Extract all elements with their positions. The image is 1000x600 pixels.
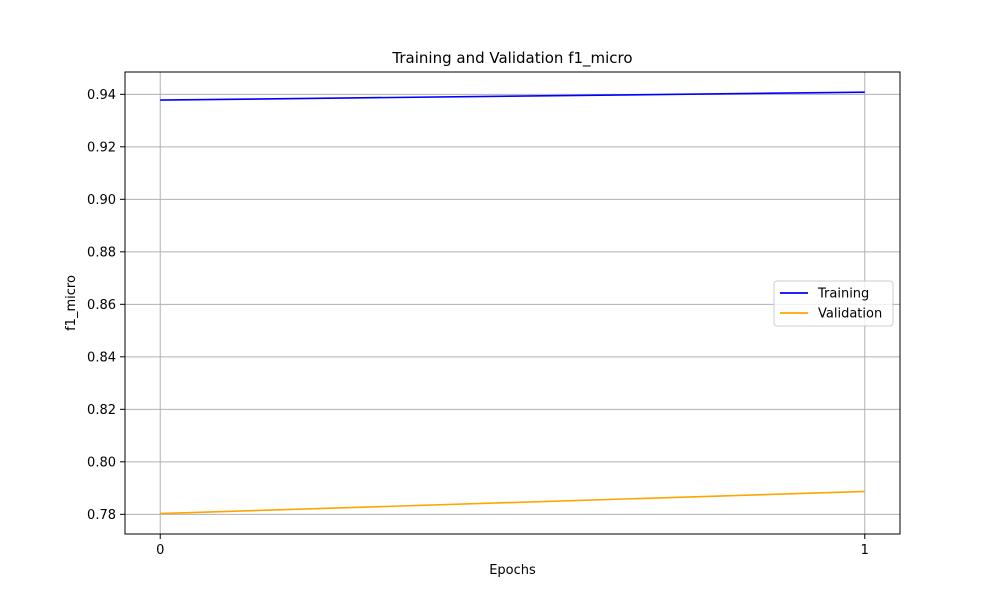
chart-title: Training and Validation f1_micro [391, 49, 632, 68]
validation-line [160, 490, 865, 515]
y-axis-label: f1_micro [64, 275, 79, 331]
x-axis-label: Epochs [489, 563, 536, 578]
y-tick-label: 0.84 [87, 350, 116, 365]
legend-label-training: Training [817, 287, 869, 302]
axis-ticks: 0.78 0.80 0.82 0.84 0.86 0.88 0.90 0.92 0.94 0 1 [87, 88, 869, 558]
y-tick-label: 0.78 [87, 508, 116, 523]
training-line [160, 91, 865, 101]
legend: Training Validation [773, 280, 894, 327]
plot-frame [124, 71, 901, 535]
y-tick-label: 0.94 [87, 88, 116, 103]
y-tick-label: 0.82 [87, 403, 116, 418]
x-tick-label: 1 [861, 543, 869, 558]
y-tick-label: 0.90 [87, 193, 116, 208]
grid-lines [125, 72, 900, 534]
series-lines [160, 91, 865, 515]
y-tick-label: 0.80 [87, 455, 116, 470]
y-tick-label: 0.88 [87, 245, 116, 260]
x-tick-label: 0 [156, 543, 164, 558]
legend-label-validation: Validation [818, 307, 882, 322]
y-tick-label: 0.92 [87, 140, 116, 155]
y-tick-label: 0.86 [87, 298, 116, 313]
